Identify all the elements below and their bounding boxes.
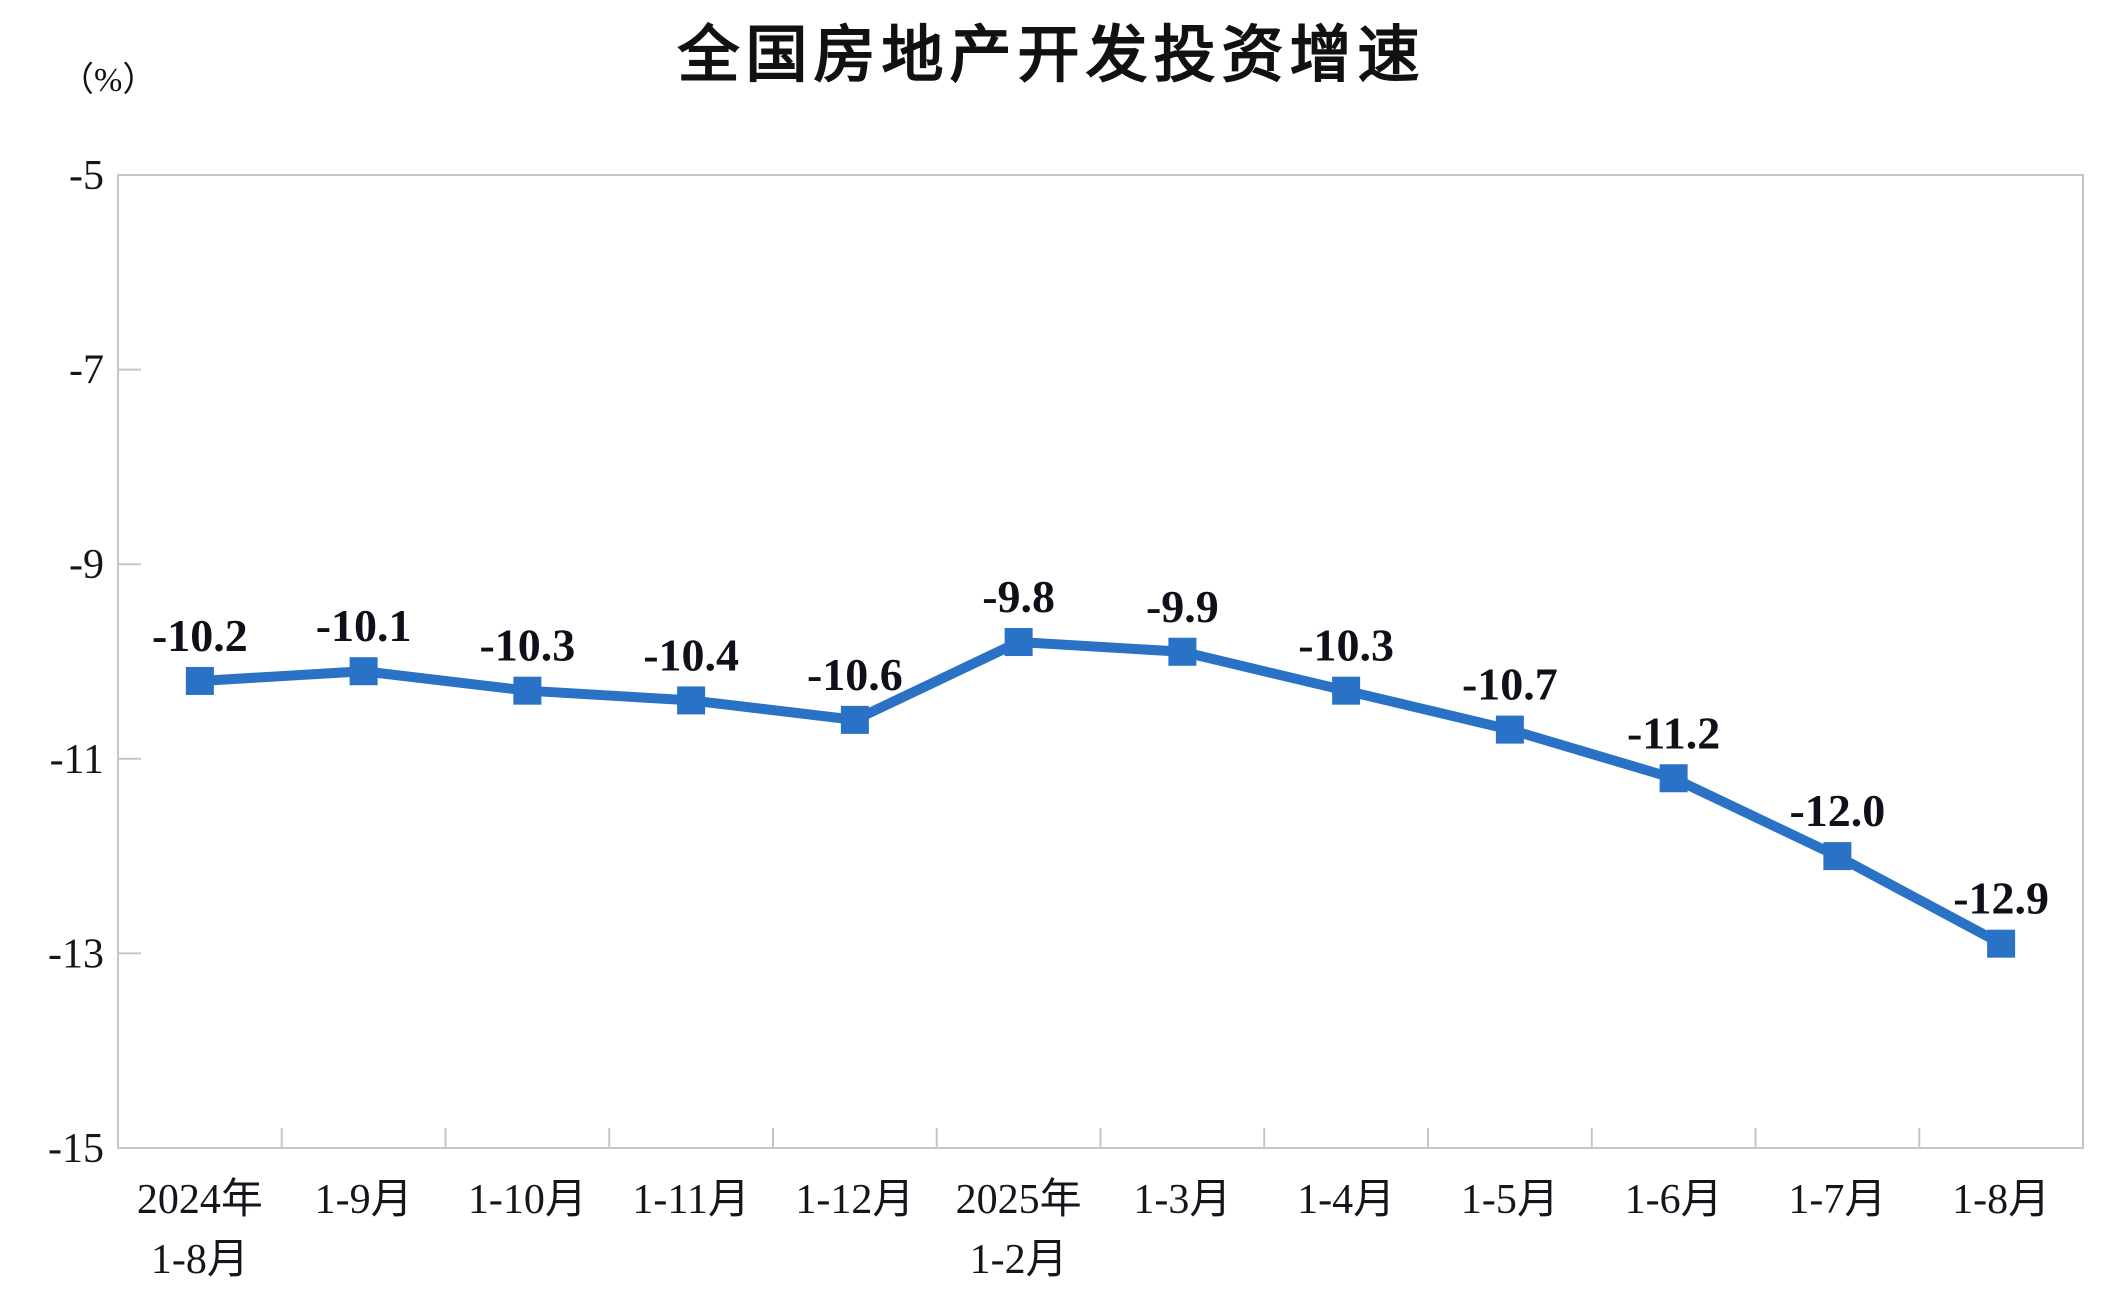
x-axis-label: 1-10月 xyxy=(468,1177,587,1223)
y-axis-tick-label: -9 xyxy=(69,542,104,588)
y-axis-tick-label: -13 xyxy=(48,931,104,977)
data-point-marker xyxy=(1987,929,2016,958)
y-axis-tick-label: -7 xyxy=(69,348,104,394)
data-point-marker xyxy=(1823,842,1852,871)
y-axis-tick-label: -5 xyxy=(69,153,104,199)
x-axis-label: 2024年 xyxy=(137,1176,263,1223)
data-point-label: -10.2 xyxy=(152,610,248,661)
data-point-marker xyxy=(1332,676,1361,705)
data-point-marker xyxy=(1168,637,1197,666)
data-point-marker xyxy=(185,666,214,695)
data-point-label: -12.9 xyxy=(1953,873,2049,924)
x-axis-label: 1-4月 xyxy=(1297,1177,1395,1223)
x-axis-label: 2025年 xyxy=(956,1176,1082,1223)
data-point-marker xyxy=(1004,628,1033,657)
x-axis-label: 1-3月 xyxy=(1133,1177,1231,1223)
x-axis-label: 1-6月 xyxy=(1625,1177,1723,1223)
data-point-label: -10.3 xyxy=(1298,620,1394,671)
x-axis-label: 1-12月 xyxy=(795,1177,914,1223)
data-point-marker xyxy=(677,686,706,715)
plot-frame xyxy=(117,174,2084,1149)
data-point-label: -10.4 xyxy=(643,629,739,680)
data-point-label: -9.9 xyxy=(1146,581,1219,632)
x-axis-label-line2: 1-8月 xyxy=(151,1237,249,1283)
data-point-label: -9.8 xyxy=(982,571,1055,622)
x-axis-label: 1-9月 xyxy=(315,1177,413,1223)
y-axis-tick-label: -11 xyxy=(50,737,104,783)
data-point-marker xyxy=(1495,715,1524,744)
chart-title: 全国房地产开发投资增速 xyxy=(677,21,1426,90)
x-axis-label: 1-11月 xyxy=(632,1177,749,1223)
data-point-label: -10.3 xyxy=(479,620,575,671)
data-point-label: -11.2 xyxy=(1627,707,1720,758)
data-point-label: -10.7 xyxy=(1462,659,1558,710)
data-point-marker xyxy=(513,676,542,705)
data-point-marker xyxy=(840,705,869,734)
x-axis-label: 1-5月 xyxy=(1461,1177,1559,1223)
x-axis-label-line2: 1-2月 xyxy=(970,1237,1068,1283)
data-point-label: -12.0 xyxy=(1789,785,1885,836)
data-point-label: -10.1 xyxy=(316,600,412,651)
y-axis-tick-label: -15 xyxy=(48,1126,104,1172)
x-axis-label: 1-8月 xyxy=(1952,1177,2050,1223)
data-point-marker xyxy=(1659,764,1688,793)
x-axis-label: 1-7月 xyxy=(1788,1177,1886,1223)
data-point-label: -10.6 xyxy=(807,649,903,700)
data-point-marker xyxy=(349,657,378,686)
y-axis-unit-label: （%） xyxy=(60,62,157,99)
series-line xyxy=(194,637,2007,949)
